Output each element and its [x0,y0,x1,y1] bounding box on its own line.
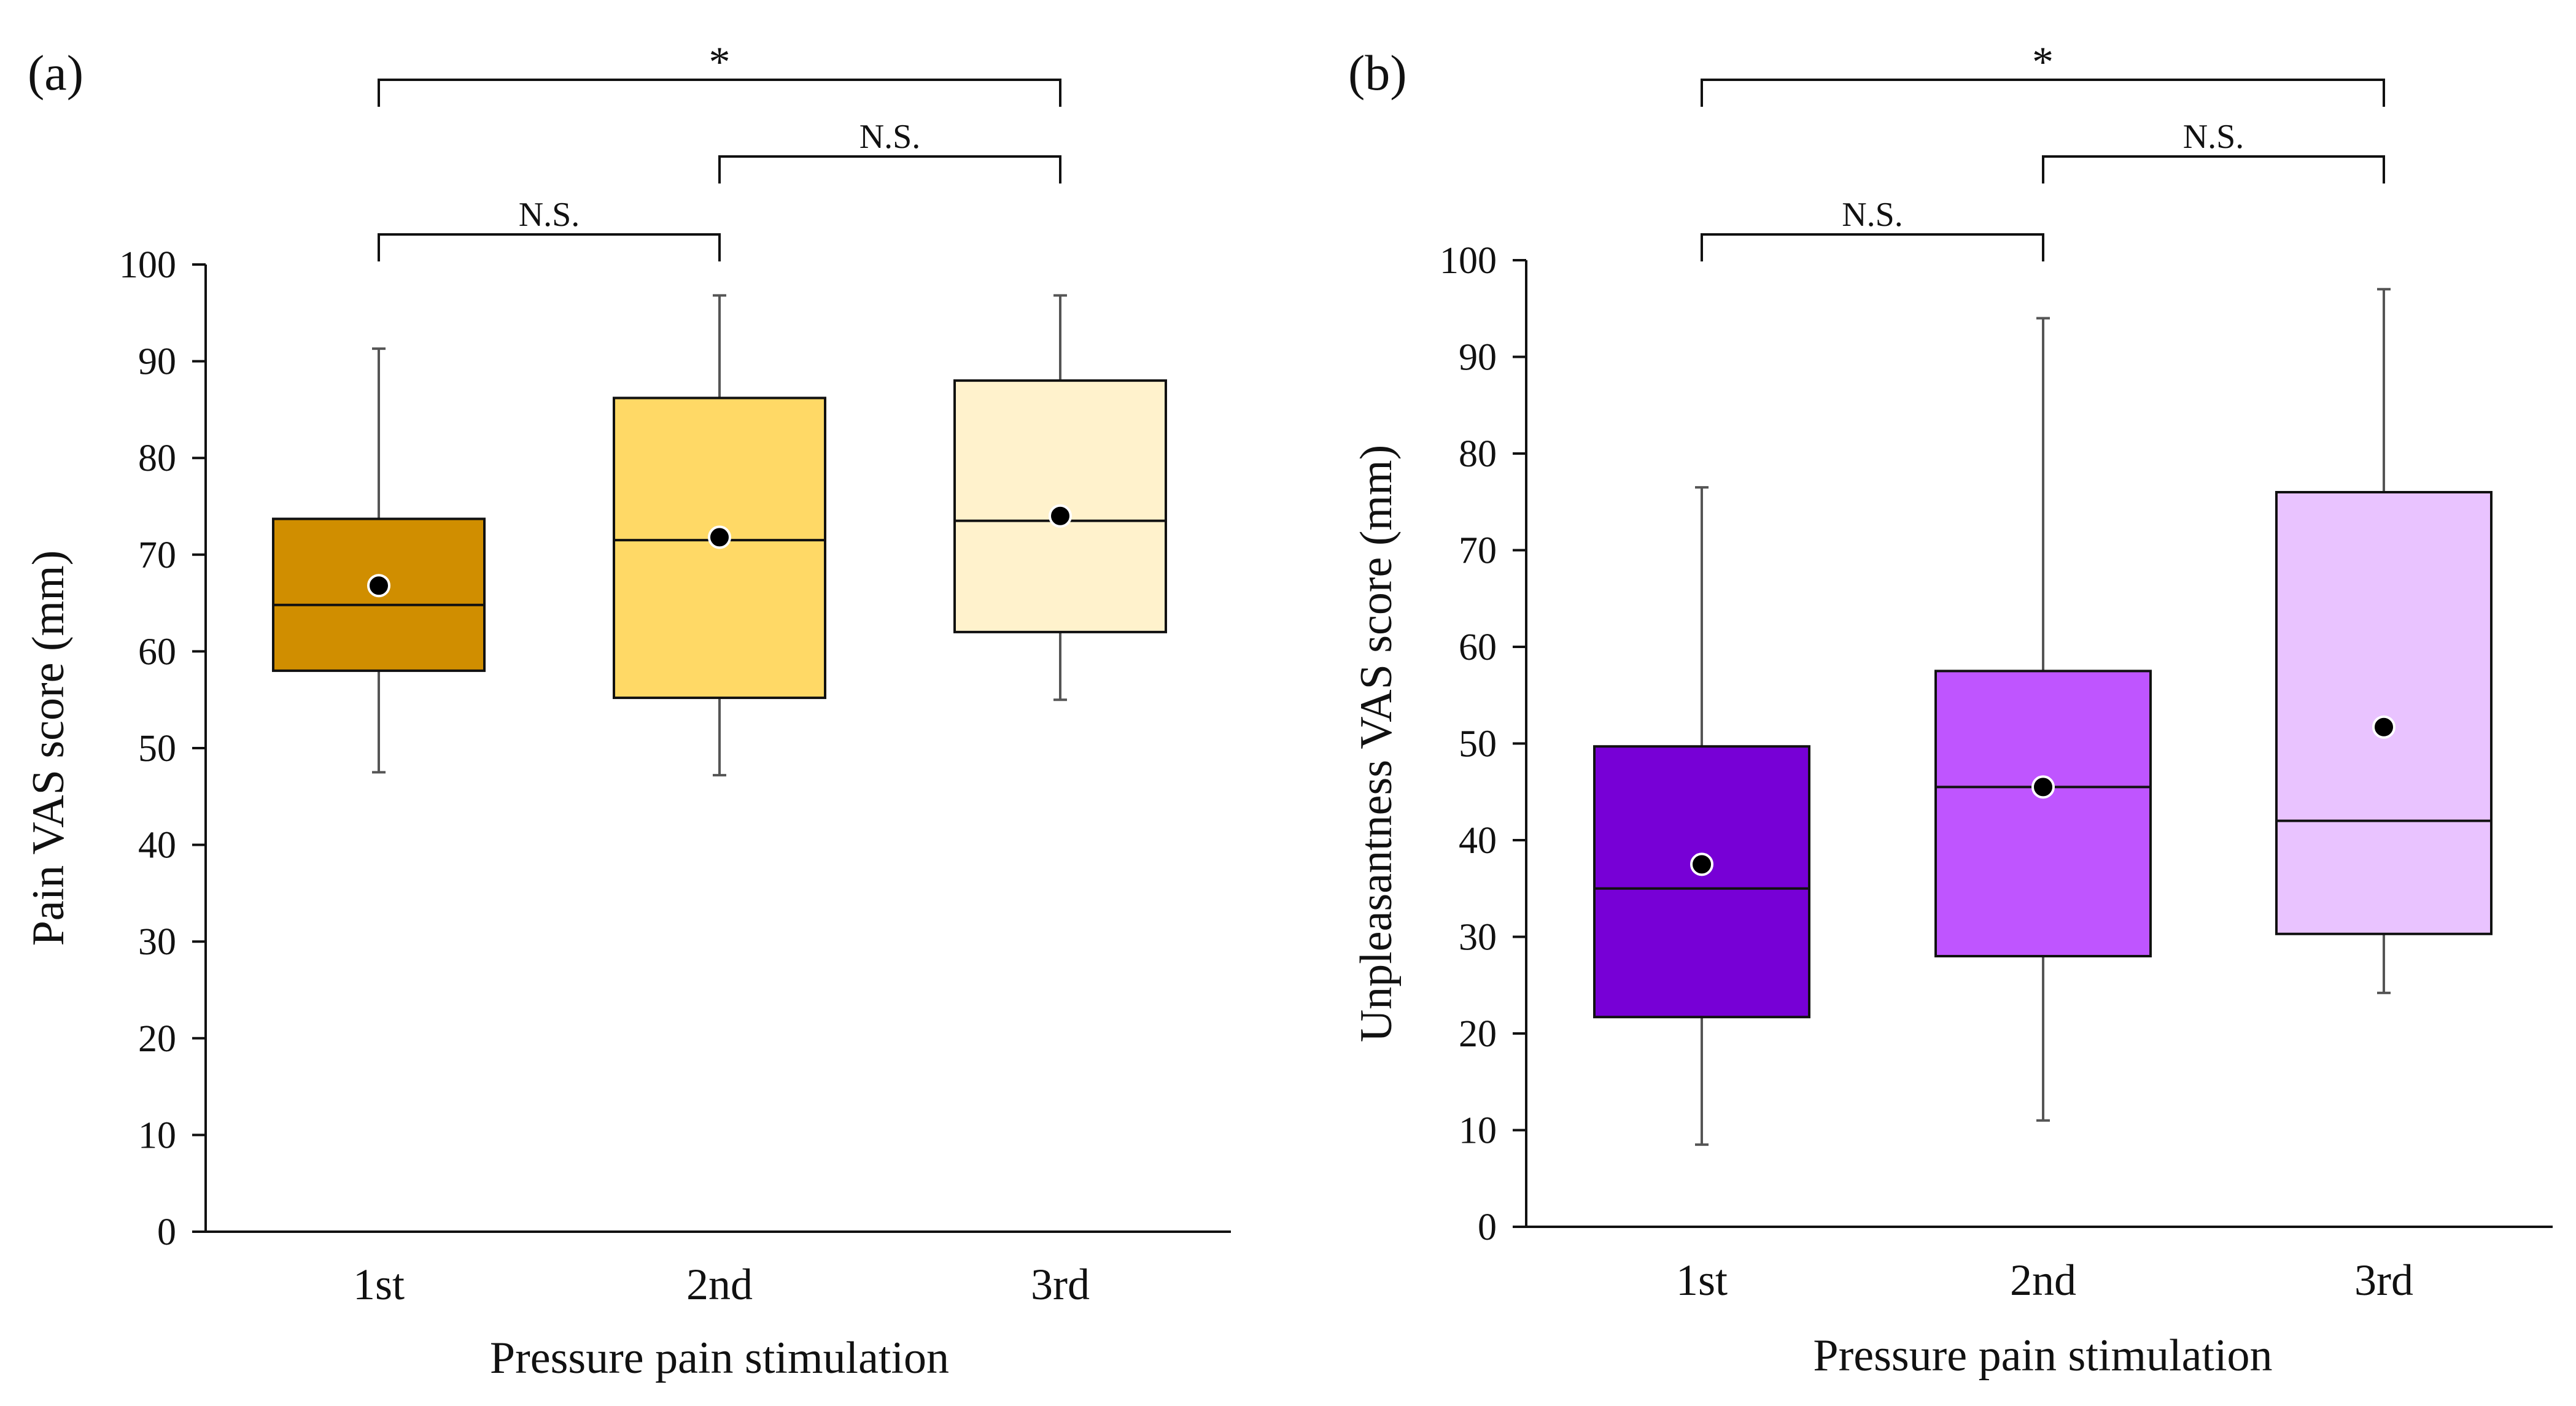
significance-label: N.S. [1842,196,1903,234]
y-tick-label: 60 [1459,627,1497,668]
significance-label: * [709,39,731,86]
y-tick-label: 80 [138,438,176,479]
box-2nd [1934,317,2152,1122]
bracket-line [378,233,721,261]
box-1st [1593,486,1810,1146]
bracket-line [2042,155,2385,183]
box-3rd [953,294,1167,701]
significance-bracket: N.S. [378,196,721,261]
significance-bracket: N.S. [718,118,1061,183]
y-axis-title: Unpleasantness VAS score (mm) [1351,445,1402,1043]
x-category-label: 3rd [2354,1256,2413,1305]
x-axis-title: Pressure pain stimulation [490,1333,949,1383]
box-2nd [613,294,826,777]
bracket-line [378,79,1061,107]
panel-b: (b) 0 10 20 30 40 50 60 70 80 90 100 Unpleasantness … [1348,39,2553,1381]
iqr-box [1934,670,2152,957]
iqr-box [2275,491,2493,935]
significance-bracket: * [1701,39,2385,107]
significance-bracket: * [378,39,1061,107]
y-tick-label: 0 [1478,1207,1497,1248]
panel-label: (a) [28,45,83,101]
bracket-line [1701,233,2044,261]
y-tick-label: 90 [138,341,176,383]
y-axis-title: Pain VAS score (mm) [23,550,74,946]
significance-bracket: N.S. [2042,118,2385,183]
y-tick-label: 50 [138,728,176,770]
y-tick-label: 80 [1459,433,1497,475]
significance-bracket: N.S. [1701,196,2044,261]
iqr-box [613,396,826,700]
y-tick-label: 70 [1459,530,1497,572]
significance-label: N.S. [519,196,580,234]
mean-marker [2031,775,2055,799]
y-tick-label: 30 [138,921,176,963]
iqr-box [1593,745,1810,1019]
significance-label: * [2032,39,2054,86]
y-tick-label: 40 [1459,820,1497,862]
mean-marker [1690,852,1713,876]
panel-a: (a) 0 10 20 30 40 50 60 70 80 90 100 Pain VAS score … [23,39,1231,1383]
x-axis-title: Pressure pain stimulation [1813,1331,2272,1381]
x-category-label: 2nd [686,1260,753,1309]
y-tick-label: 10 [138,1114,176,1156]
y-tick-label: 40 [138,825,176,867]
y-tick-label: 60 [138,631,176,673]
y-tick-label: 100 [119,244,176,286]
box-1st [272,347,486,774]
significance-label: N.S. [859,118,921,156]
x-category-label: 3rd [1031,1260,1090,1309]
box-3rd [2275,288,2493,994]
mean-marker [2372,715,2396,739]
x-category-label: 2nd [2010,1256,2076,1305]
y-tick-label: 20 [138,1018,176,1060]
x-category-label: 1st [353,1260,405,1309]
mean-marker [1049,504,1072,528]
x-category-label: 1st [1676,1256,1728,1305]
y-tick-label: 70 [138,535,176,576]
significance-label: N.S. [2183,118,2244,156]
y-tick-label: 0 [157,1211,176,1253]
y-tick-label: 10 [1459,1110,1497,1152]
mean-marker [367,574,390,598]
y-tick-label: 50 [1459,724,1497,765]
bracket-line [718,155,1061,183]
bracket-line [1701,79,2385,107]
y-tick-label: 20 [1459,1013,1497,1055]
panel-label: (b) [1348,45,1407,101]
mean-marker [708,525,731,549]
y-tick-label: 90 [1459,337,1497,379]
y-tick-label: 30 [1459,917,1497,959]
y-tick-label: 100 [1440,240,1497,282]
